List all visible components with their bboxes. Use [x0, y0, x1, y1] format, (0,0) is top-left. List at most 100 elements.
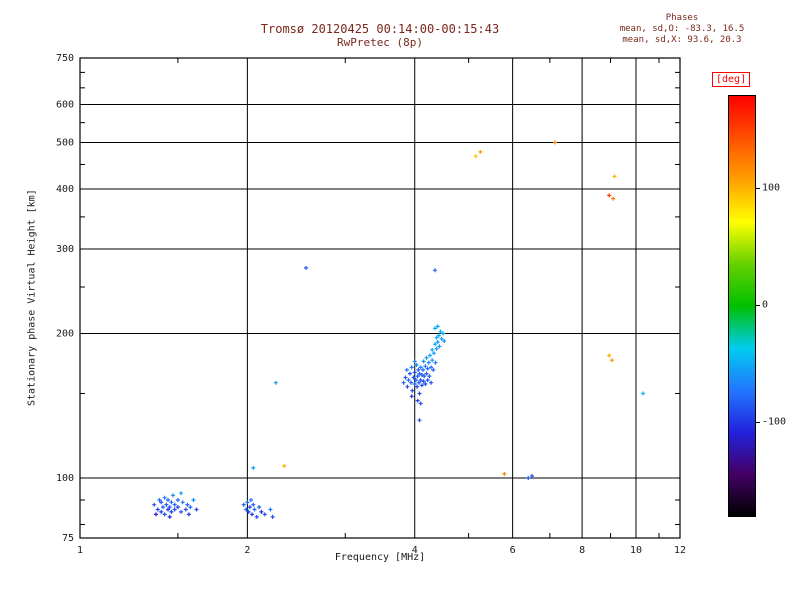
scatter-point — [252, 507, 257, 512]
scatter-point — [473, 154, 478, 159]
x-axis-label: Frequency [MHz] — [334, 552, 426, 563]
scatter-point — [422, 374, 427, 379]
grid-lines — [80, 58, 680, 538]
scatter-point — [526, 476, 531, 480]
scatter-point — [154, 512, 158, 517]
scatter-point — [175, 498, 180, 502]
scatter-point — [152, 502, 157, 507]
scatter-point — [188, 505, 193, 510]
scatter-point — [414, 363, 419, 367]
scatter-point — [166, 498, 170, 502]
x-tick-label: 8 — [579, 545, 585, 556]
scatter-point — [249, 498, 253, 502]
scatter-point — [438, 329, 443, 334]
scatter-point — [409, 394, 414, 399]
scatter-point — [429, 365, 434, 370]
scatter-point — [607, 353, 612, 358]
scatter-point — [612, 174, 617, 179]
scatter-point — [245, 500, 250, 505]
scatter-point — [437, 344, 442, 349]
scatter-point — [410, 388, 415, 393]
scatter-point — [435, 340, 440, 344]
scatter-point — [433, 360, 438, 365]
colorbar-tick-mark — [755, 422, 760, 423]
scatter-point — [166, 507, 170, 512]
scatter-point — [251, 502, 256, 507]
scatter-point — [159, 500, 164, 505]
scatter-point — [425, 378, 430, 383]
colorbar-unit-label: [deg] — [712, 72, 751, 87]
scatter-point — [434, 346, 439, 351]
scatter-point — [409, 365, 414, 370]
scatter-point — [424, 355, 429, 360]
scatter-point — [159, 509, 164, 514]
scatter-point — [431, 351, 436, 356]
scatter-point — [418, 378, 423, 383]
scatter-point — [415, 384, 420, 389]
scatter-point — [423, 382, 428, 386]
phases-mean-x: mean, sd,X: 93.6, 20.3 — [622, 35, 742, 45]
scatter-point — [162, 495, 167, 500]
scatter-point — [405, 384, 410, 389]
scatter-point — [171, 493, 175, 498]
scatter-point — [167, 514, 172, 519]
scatter-point — [412, 382, 417, 386]
scatter-point — [421, 367, 425, 372]
colorbar-tick-mark — [755, 305, 760, 306]
scatter-point — [433, 326, 437, 331]
scatter-point — [417, 391, 422, 396]
scatter-point — [406, 378, 411, 383]
scatter-point — [436, 333, 441, 338]
scatter-point — [180, 500, 185, 505]
scatter-point — [401, 380, 406, 385]
scatter-point — [424, 371, 429, 376]
scatter-point — [404, 367, 409, 372]
scatter-point — [439, 336, 444, 341]
scatter-point — [244, 507, 249, 512]
scatter-point — [191, 498, 196, 502]
scatter-point — [162, 512, 167, 517]
scatter-point — [418, 365, 423, 370]
scatter-point — [430, 347, 435, 352]
scatter-point — [419, 372, 424, 377]
scatter-point — [185, 502, 190, 507]
scatter-point — [609, 358, 614, 363]
scatter-point — [425, 366, 430, 371]
y-tick-label: 100 — [56, 473, 74, 484]
phases-mean-o: mean, sd,O: -83.3, 16.5 — [619, 24, 745, 34]
scatter-point — [175, 505, 180, 510]
scatter-point — [179, 491, 184, 496]
scatter-point — [417, 371, 422, 376]
scatter-point — [416, 380, 421, 385]
phases-summary: Phases mean, sd,O: -83.3, 16.5 mean, sd,… — [592, 13, 772, 46]
scatter-point — [423, 364, 428, 369]
scatter-point — [186, 512, 191, 517]
scatter-point — [157, 498, 162, 502]
phases-heading: Phases — [665, 13, 699, 23]
scatter-point — [434, 335, 439, 340]
scatter-point — [241, 502, 246, 507]
scatter-point — [262, 512, 267, 517]
scatter-point — [442, 339, 447, 343]
plot-subtitle: RwPretec (8p) — [336, 36, 424, 49]
colorbar-tick-label: -100 — [762, 416, 787, 428]
scatter-point — [194, 507, 199, 512]
scatter-point — [169, 509, 174, 514]
y-tick-label: 500 — [56, 138, 74, 149]
scatter-point — [304, 265, 308, 270]
scatter-point — [417, 418, 422, 423]
scatter-point — [172, 507, 177, 512]
scatter-point — [183, 507, 188, 512]
scatter-point — [416, 367, 421, 372]
scatter-point — [259, 509, 264, 514]
scatter-point — [430, 358, 435, 363]
colorbar-tick-mark — [755, 188, 760, 189]
y-tick-label: 300 — [56, 244, 74, 255]
scatter-point — [418, 401, 423, 406]
scatter-point — [246, 509, 251, 514]
scatter-point — [167, 505, 172, 510]
scatter-point — [412, 359, 417, 364]
